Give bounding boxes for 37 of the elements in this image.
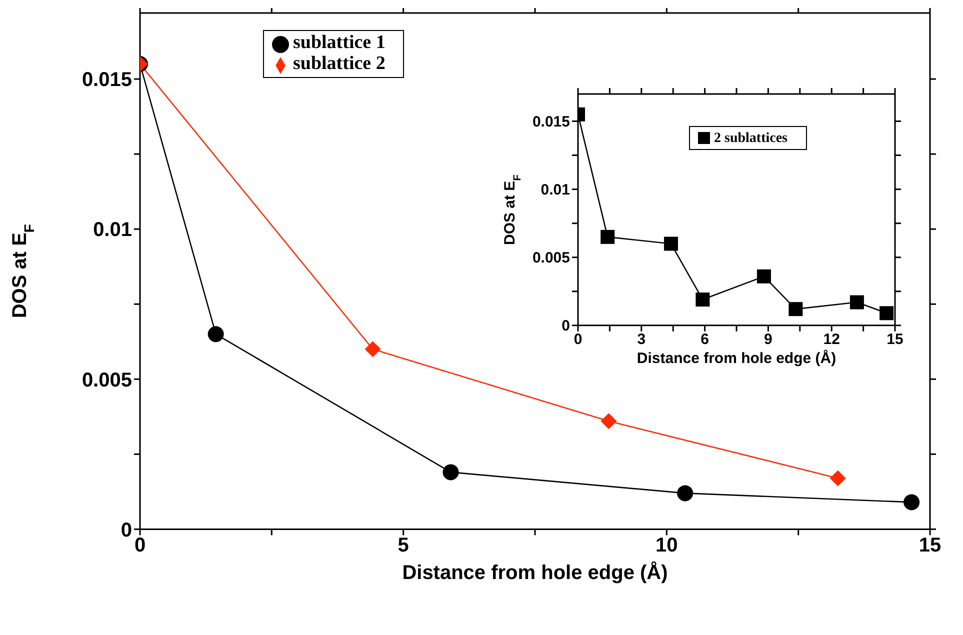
x-axis-title: Distance from hole edge (Å): [402, 561, 668, 584]
legend-label: 2 sublattices: [714, 131, 788, 146]
y-tick-label: 0.005: [82, 369, 132, 392]
y-tick-label: 0.015: [532, 114, 570, 131]
point: [600, 230, 615, 244]
y-tick-label: 0.01: [93, 219, 132, 242]
legend-label: sublattice 2: [293, 52, 386, 74]
point: [830, 470, 846, 486]
point: [677, 485, 694, 502]
x-tick-label: 10: [656, 534, 678, 556]
point: [880, 306, 894, 320]
y-tick-label: 0: [562, 318, 570, 335]
x-tick-label: 0: [574, 331, 582, 348]
x-tick-label: 5: [398, 534, 409, 556]
y-tick-label: 0.015: [82, 69, 132, 92]
legend-label: sublattice 1: [293, 32, 386, 53]
point: [696, 292, 710, 307]
point: [600, 413, 617, 430]
y-tick-label: 0.005: [532, 250, 570, 267]
point: [664, 236, 678, 251]
y-tick-label: 0: [120, 519, 132, 542]
x-axis-title: Distance from hole edge (Å): [636, 348, 836, 367]
point: [788, 302, 803, 316]
x-tick-label: 6: [700, 331, 709, 348]
x-tick-label: 3: [637, 331, 646, 348]
point: [208, 326, 224, 342]
x-tick-label: 12: [823, 331, 840, 348]
point: [904, 494, 920, 510]
point: [364, 341, 381, 358]
point: [850, 295, 864, 310]
y-tick-label: 0.01: [540, 182, 570, 199]
x-tick-label: 9: [764, 331, 772, 348]
x-tick-label: 15: [918, 534, 942, 556]
x-tick-label: 15: [886, 331, 904, 348]
point: [442, 464, 459, 480]
x-tick-label: 0: [134, 534, 146, 556]
point: [756, 269, 771, 284]
